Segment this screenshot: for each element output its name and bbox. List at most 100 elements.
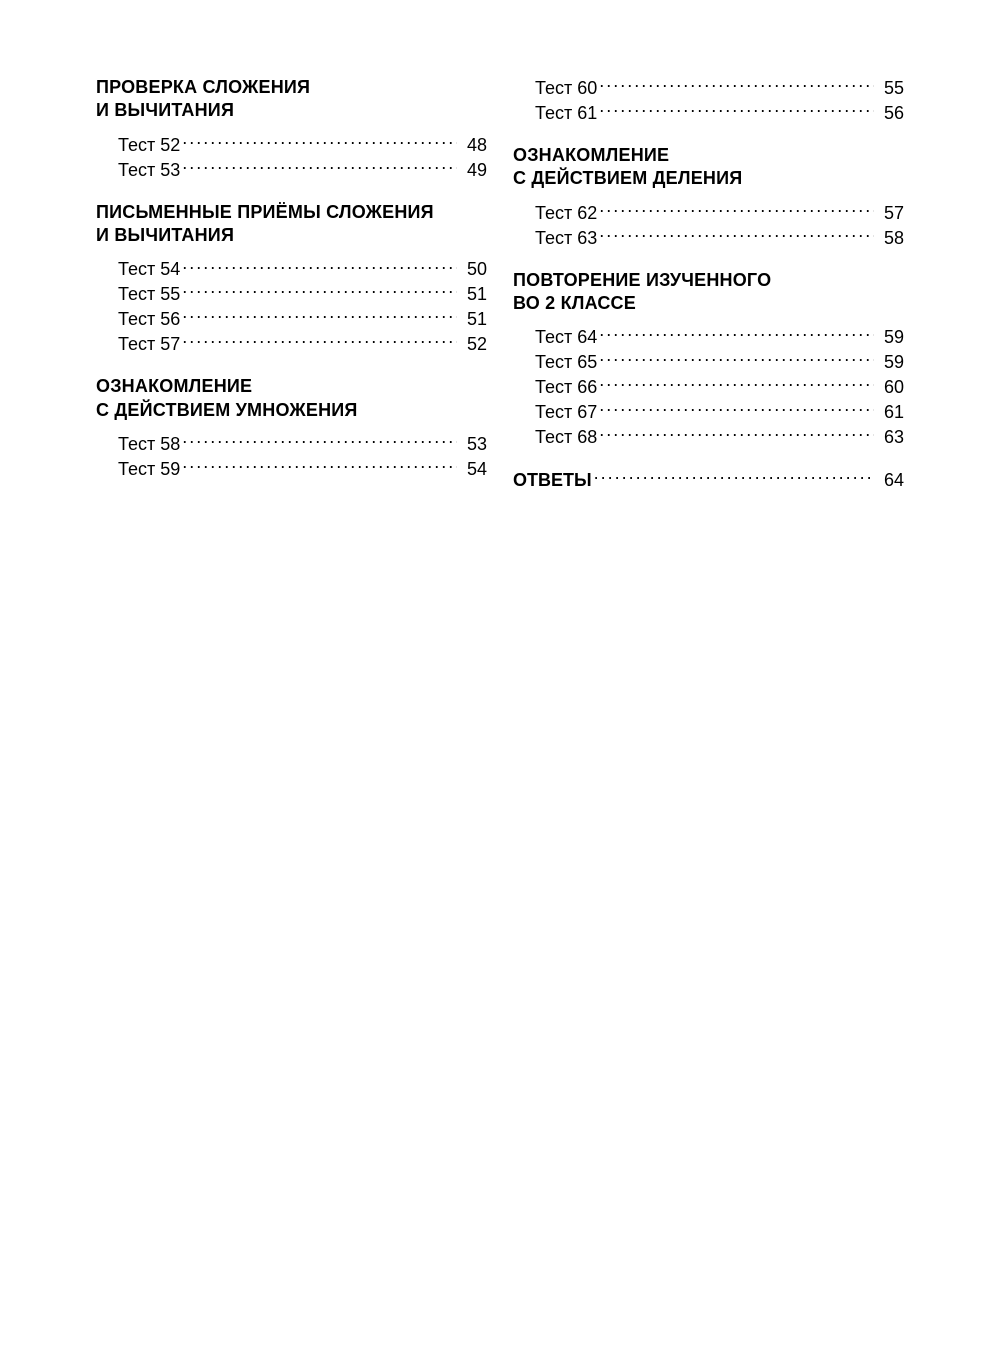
toc-entry: Тест 57 52 [118, 332, 487, 357]
toc-continuation: Тест 60 55 Тест 61 56 [513, 76, 904, 126]
toc-entries: Тест 52 48 Тест 53 49 [96, 133, 487, 183]
section-heading: ПОВТОРЕНИЕ ИЗУЧЕННОГО ВО 2 КЛАССЕ [513, 269, 904, 316]
answers-page: 64 [876, 469, 904, 493]
toc-entry-page: 58 [876, 227, 904, 251]
toc-entry-page: 59 [876, 326, 904, 350]
toc-section: ПРОВЕРКА СЛОЖЕНИЯ И ВЫЧИТАНИЯ Тест 52 48… [96, 76, 487, 183]
toc-entries: Тест 62 57 Тест 63 58 [513, 201, 904, 251]
heading-line: ПИСЬМЕННЫЕ ПРИЁМЫ СЛОЖЕНИЯ [96, 202, 434, 222]
toc-dots [599, 101, 874, 119]
answers-label: ОТВЕТЫ [513, 469, 592, 493]
toc-entry-label: Тест 57 [118, 333, 180, 357]
toc-entries: Тест 54 50 Тест 55 51 Тест 56 51 Тест 57 [96, 257, 487, 357]
toc-dots [182, 307, 457, 325]
toc-columns: ПРОВЕРКА СЛОЖЕНИЯ И ВЫЧИТАНИЯ Тест 52 48… [96, 76, 904, 500]
toc-dots [599, 350, 874, 368]
toc-entry: Тест 63 58 [535, 226, 904, 251]
toc-entry-page: 59 [876, 351, 904, 375]
toc-entry-page: 51 [459, 283, 487, 307]
toc-dots [594, 468, 874, 486]
toc-entry: Тест 66 60 [535, 375, 904, 400]
toc-entry-page: 53 [459, 433, 487, 457]
toc-entry-label: Тест 55 [118, 283, 180, 307]
toc-entry: Тест 55 51 [118, 282, 487, 307]
toc-entry: Тест 67 61 [535, 400, 904, 425]
toc-entry-label: Тест 63 [535, 227, 597, 251]
toc-dots [599, 226, 874, 244]
toc-entry: Тест 65 59 [535, 350, 904, 375]
answers-entry: ОТВЕТЫ 64 [513, 468, 904, 493]
toc-entry: Тест 62 57 [535, 201, 904, 226]
toc-dots [182, 457, 457, 475]
toc-entry-page: 63 [876, 426, 904, 450]
heading-line: ПРОВЕРКА СЛОЖЕНИЯ [96, 77, 310, 97]
toc-entry: Тест 61 56 [535, 101, 904, 126]
toc-entry-page: 56 [876, 102, 904, 126]
toc-entry-label: Тест 65 [535, 351, 597, 375]
toc-dots [182, 158, 457, 176]
toc-entry-label: Тест 52 [118, 134, 180, 158]
toc-dots [599, 400, 874, 418]
toc-dots [599, 76, 874, 94]
toc-entry: Тест 52 48 [118, 133, 487, 158]
section-heading: ОЗНАКОМЛЕНИЕ С ДЕЙСТВИЕМ ДЕЛЕНИЯ [513, 144, 904, 191]
heading-line: ПОВТОРЕНИЕ ИЗУЧЕННОГО [513, 270, 771, 290]
toc-entry-page: 49 [459, 159, 487, 183]
toc-entry-page: 54 [459, 458, 487, 482]
toc-entry-page: 55 [876, 77, 904, 101]
toc-entry-label: Тест 62 [535, 202, 597, 226]
heading-line: С ДЕЙСТВИЕМ ДЕЛЕНИЯ [513, 168, 742, 188]
toc-dots [599, 375, 874, 393]
toc-entry-page: 50 [459, 258, 487, 282]
heading-line: ОЗНАКОМЛЕНИЕ [513, 145, 669, 165]
toc-dots [182, 282, 457, 300]
toc-entry-page: 57 [876, 202, 904, 226]
toc-entries: Тест 58 53 Тест 59 54 [96, 432, 487, 482]
toc-entry-page: 61 [876, 401, 904, 425]
heading-line: И ВЫЧИТАНИЯ [96, 100, 234, 120]
section-heading: ОЗНАКОМЛЕНИЕ С ДЕЙСТВИЕМ УМНОЖЕНИЯ [96, 375, 487, 422]
toc-entry: Тест 53 49 [118, 158, 487, 183]
heading-line: И ВЫЧИТАНИЯ [96, 225, 234, 245]
toc-entries: Тест 60 55 Тест 61 56 [513, 76, 904, 126]
section-heading: ПИСЬМЕННЫЕ ПРИЁМЫ СЛОЖЕНИЯ И ВЫЧИТАНИЯ [96, 201, 487, 248]
toc-section: ПИСЬМЕННЫЕ ПРИЁМЫ СЛОЖЕНИЯ И ВЫЧИТАНИЯ Т… [96, 201, 487, 358]
toc-entry-label: Тест 60 [535, 77, 597, 101]
section-heading: ПРОВЕРКА СЛОЖЕНИЯ И ВЫЧИТАНИЯ [96, 76, 487, 123]
heading-line: ВО 2 КЛАССЕ [513, 293, 636, 313]
toc-entry-label: Тест 59 [118, 458, 180, 482]
toc-entry: Тест 56 51 [118, 307, 487, 332]
toc-dots [599, 425, 874, 443]
toc-dots [182, 432, 457, 450]
toc-entry-page: 52 [459, 333, 487, 357]
toc-entry-page: 48 [459, 134, 487, 158]
toc-section: ОЗНАКОМЛЕНИЕ С ДЕЙСТВИЕМ ДЕЛЕНИЯ Тест 62… [513, 144, 904, 251]
toc-dots [599, 325, 874, 343]
toc-entry-label: Тест 64 [535, 326, 597, 350]
toc-entry: Тест 60 55 [535, 76, 904, 101]
toc-entry-page: 51 [459, 308, 487, 332]
toc-dots [599, 201, 874, 219]
toc-entry-label: Тест 67 [535, 401, 597, 425]
toc-entry-label: Тест 66 [535, 376, 597, 400]
right-column: Тест 60 55 Тест 61 56 ОЗНАКОМЛЕНИЕ С ДЕЙ… [513, 76, 904, 500]
toc-section: ОЗНАКОМЛЕНИЕ С ДЕЙСТВИЕМ УМНОЖЕНИЯ Тест … [96, 375, 487, 482]
toc-entry-label: Тест 68 [535, 426, 597, 450]
toc-entry: Тест 58 53 [118, 432, 487, 457]
toc-entry-label: Тест 54 [118, 258, 180, 282]
toc-entry: Тест 59 54 [118, 457, 487, 482]
toc-dots [182, 257, 457, 275]
toc-entry: Тест 64 59 [535, 325, 904, 350]
toc-dots [182, 332, 457, 350]
toc-entry-page: 60 [876, 376, 904, 400]
toc-entries: Тест 64 59 Тест 65 59 Тест 66 60 Тест 67 [513, 325, 904, 450]
toc-entry-label: Тест 53 [118, 159, 180, 183]
toc-entry: Тест 54 50 [118, 257, 487, 282]
left-column: ПРОВЕРКА СЛОЖЕНИЯ И ВЫЧИТАНИЯ Тест 52 48… [96, 76, 487, 500]
heading-line: С ДЕЙСТВИЕМ УМНОЖЕНИЯ [96, 400, 358, 420]
toc-dots [182, 133, 457, 151]
toc-entry-label: Тест 61 [535, 102, 597, 126]
toc-section: ПОВТОРЕНИЕ ИЗУЧЕННОГО ВО 2 КЛАССЕ Тест 6… [513, 269, 904, 450]
toc-entry-label: Тест 58 [118, 433, 180, 457]
toc-entry-label: Тест 56 [118, 308, 180, 332]
